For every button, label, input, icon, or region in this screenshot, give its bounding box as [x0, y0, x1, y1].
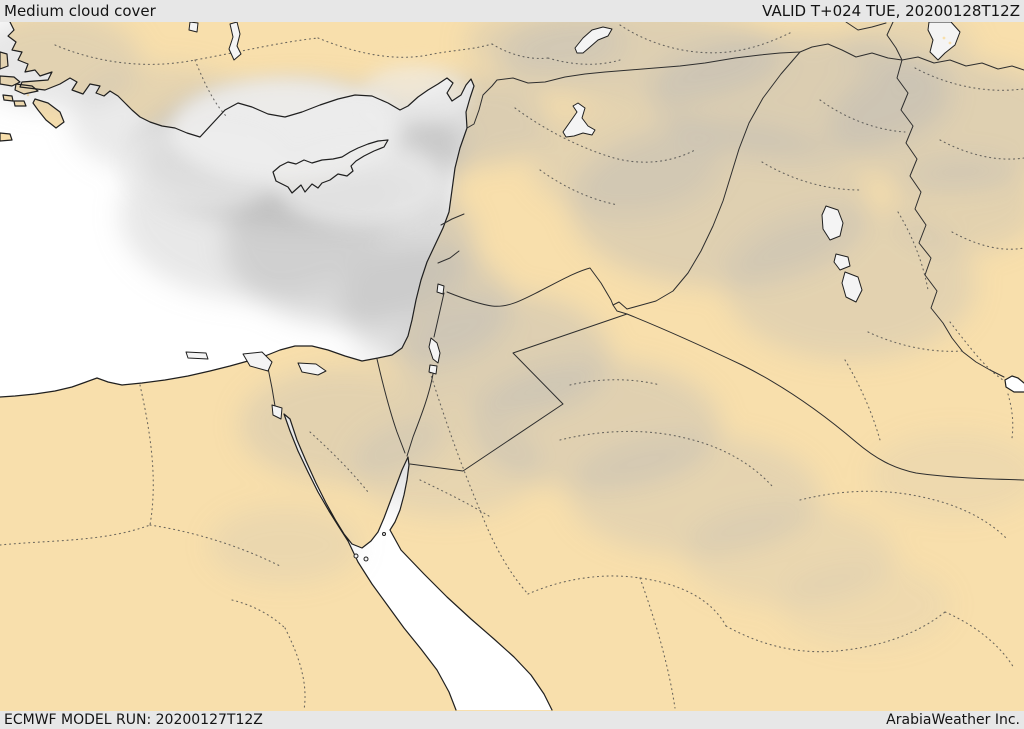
map-title: Medium cloud cover [4, 2, 156, 20]
border-turkey-armenia [845, 21, 887, 31]
coastline-layer [0, 21, 1024, 711]
nile-lagoon-burullus [242, 351, 273, 372]
border-iran [886, 21, 1005, 378]
header-bar: Medium cloud cover VALID T+024 TUE, 2020… [0, 0, 1024, 22]
border-turkey-syria-iraq [466, 43, 1024, 129]
border-iraq-saudi [626, 313, 1024, 481]
tiran-island-2 [363, 556, 369, 562]
red-sea [284, 414, 552, 710]
dead-sea [428, 337, 441, 364]
border-egypt-israel [376, 358, 406, 454]
lake-tharthar [821, 205, 844, 241]
sea-of-galilee [436, 283, 445, 295]
dead-sea-south [428, 364, 438, 375]
lake-egirdir [228, 21, 242, 61]
lake-assad [562, 102, 596, 138]
footer-bar: ECMWF MODEL RUN: 20200127T12Z ArabiaWeat… [0, 711, 1024, 729]
suez-canal-line [267, 367, 276, 407]
nile-lagoon-west [185, 351, 209, 360]
brand-label: ArabiaWeather Inc. [886, 712, 1020, 728]
urmia-islet-2 [948, 41, 952, 45]
jordan-river-line [433, 292, 445, 338]
tiran-island [353, 553, 359, 559]
border-lebanon-syria [440, 213, 465, 226]
bitter-lake [271, 404, 283, 420]
model-run-label: ECMWF MODEL RUN: 20200127T12Z [4, 712, 263, 728]
urmia-islet [942, 36, 946, 40]
lakes-layer [185, 21, 961, 562]
country-borders-layer [267, 21, 1024, 481]
persian-gulf [1005, 376, 1024, 392]
border-lebanon-israel [437, 250, 460, 264]
lake-razzaza [841, 271, 863, 303]
valid-time-label: VALID T+024 TUE, 20200128T12Z [762, 2, 1020, 20]
border-syria-iraq [626, 51, 801, 310]
lake-beysehir [188, 21, 199, 33]
border-syria-jordan [446, 267, 614, 307]
border-jordan-saudi [409, 313, 628, 472]
nile-lagoon-manzala [297, 362, 327, 376]
lake-ataturk [574, 26, 613, 54]
lake-habbaniyah [833, 253, 851, 271]
lake-urmia [927, 21, 961, 61]
admin-boundaries-dotted [0, 24, 1024, 711]
border-israel-jordan [406, 373, 434, 457]
